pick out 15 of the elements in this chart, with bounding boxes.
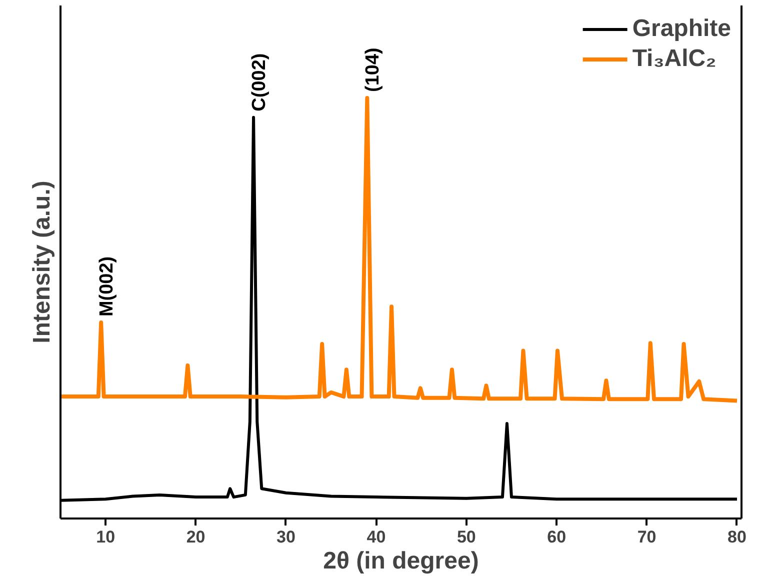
x-tick-label: 20 bbox=[186, 528, 206, 546]
x-tick-label: 70 bbox=[637, 528, 656, 546]
x-axis-title: 2θ (in degree) bbox=[323, 548, 479, 574]
x-tick-label: 60 bbox=[547, 528, 566, 546]
x-tick-label: 10 bbox=[96, 528, 116, 546]
x-tick-label: 80 bbox=[728, 528, 746, 546]
annotation: C(002) bbox=[249, 53, 270, 112]
annotation: M(002) bbox=[96, 256, 118, 317]
x-tick-label: 50 bbox=[456, 528, 476, 546]
legend-label: Ti₃AlC₂ bbox=[632, 45, 716, 73]
x-tick-label: 30 bbox=[276, 528, 296, 546]
legend-label: Graphite bbox=[632, 15, 731, 43]
y-axis-title: Intensity (a.u.) bbox=[28, 180, 56, 344]
x-tick-label: 40 bbox=[366, 528, 386, 546]
annotation: (104) bbox=[362, 48, 384, 92]
